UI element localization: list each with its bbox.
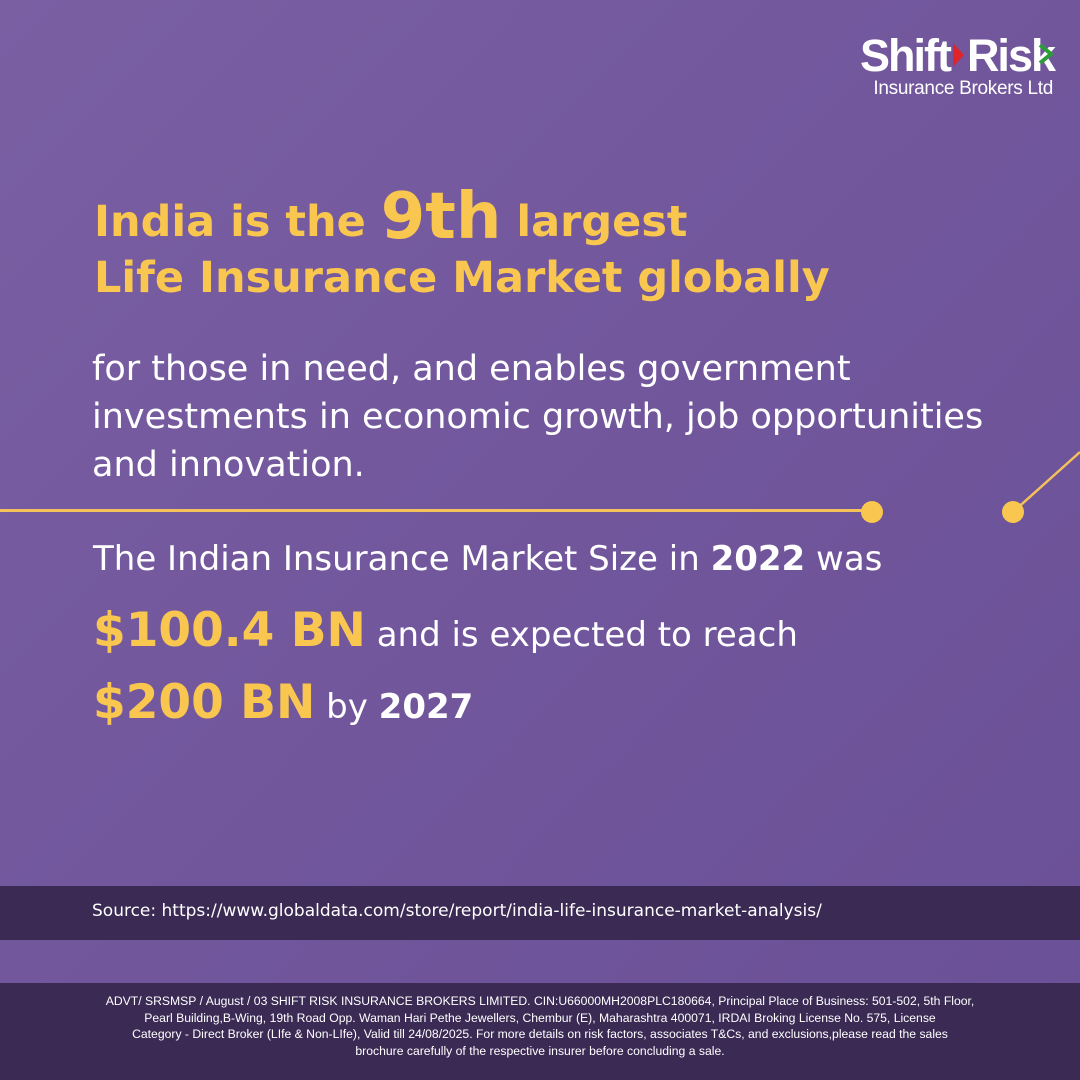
headline-post: largest [516,197,688,247]
stats-row3-mid: by [326,687,368,727]
headline-line-1: India is the 9th largest [94,168,830,271]
logo-subtitle: Insurance Brokers Ltd [873,78,1053,99]
body-line-3: and innovation. [92,445,365,485]
stats-year-2022: 2022 [710,539,806,579]
logo-green-tick-icon [1038,43,1054,65]
body-paragraph: for those in need, and enables governmen… [92,345,983,489]
logo-word-risk: Risk [966,30,1056,81]
stats-row-3: $200 BN by 2027 [93,668,882,742]
logo-arrow-icon [952,43,964,67]
headline-rank: 9th [380,180,502,254]
stats-row-1: The Indian Insurance Market Size in 2022… [93,530,882,588]
disclaimer-line-4: brochure carefully of the respective ins… [355,1043,725,1058]
source-citation: Source: https://www.globaldata.com/store… [92,901,822,921]
disclaimer-line-1: ADVT/ SRSMSP / August / 03 SHIFT RISK IN… [105,994,975,1008]
stats-year-2027: 2027 [378,687,474,727]
stats-row-2: $100.4 BN and is expected to reach [93,596,882,670]
disclaimer-line-2: Pearl Building,B-Wing, 19th Road Opp. Wa… [144,1010,936,1025]
source-band: Source: https://www.globaldata.com/store… [0,886,1080,940]
logo-wordmark: Shift Risk [859,28,1056,84]
headline-pre: India is the [94,197,366,247]
divider-line [0,509,870,512]
stats-value-2022: $100.4 BN [93,603,366,658]
body-line-1: for those in need, and enables governmen… [92,349,851,389]
logo-word-shift: Shift [859,30,952,81]
market-stats: The Indian Insurance Market Size in 2022… [93,530,882,742]
disclaimer-line-3: Category - Direct Broker (LIfe & Non-LIf… [132,1027,948,1041]
headline-line-2: Life Insurance Market globally [94,253,830,303]
stats-row1-pre: The Indian Insurance Market Size in [93,539,700,579]
body-line-2: investments in economic growth, job oppo… [92,397,984,437]
legal-disclaimer: ADVT/ SRSMSP / August / 03 SHIFT RISK IN… [40,993,1040,1059]
stats-row2-post: and is expected to reach [376,615,798,655]
stats-row1-post: was [816,539,883,579]
stats-value-2027: $200 BN [93,675,316,730]
timeline-dot-2 [1002,501,1024,523]
timeline-dot-1 [861,501,883,523]
headline: India is the 9th largest Life Insurance … [94,168,830,303]
disclaimer-band: ADVT/ SRSMSP / August / 03 SHIFT RISK IN… [0,983,1080,1080]
company-logo: Shift Risk Insurance Brokers Ltd [844,28,1056,103]
